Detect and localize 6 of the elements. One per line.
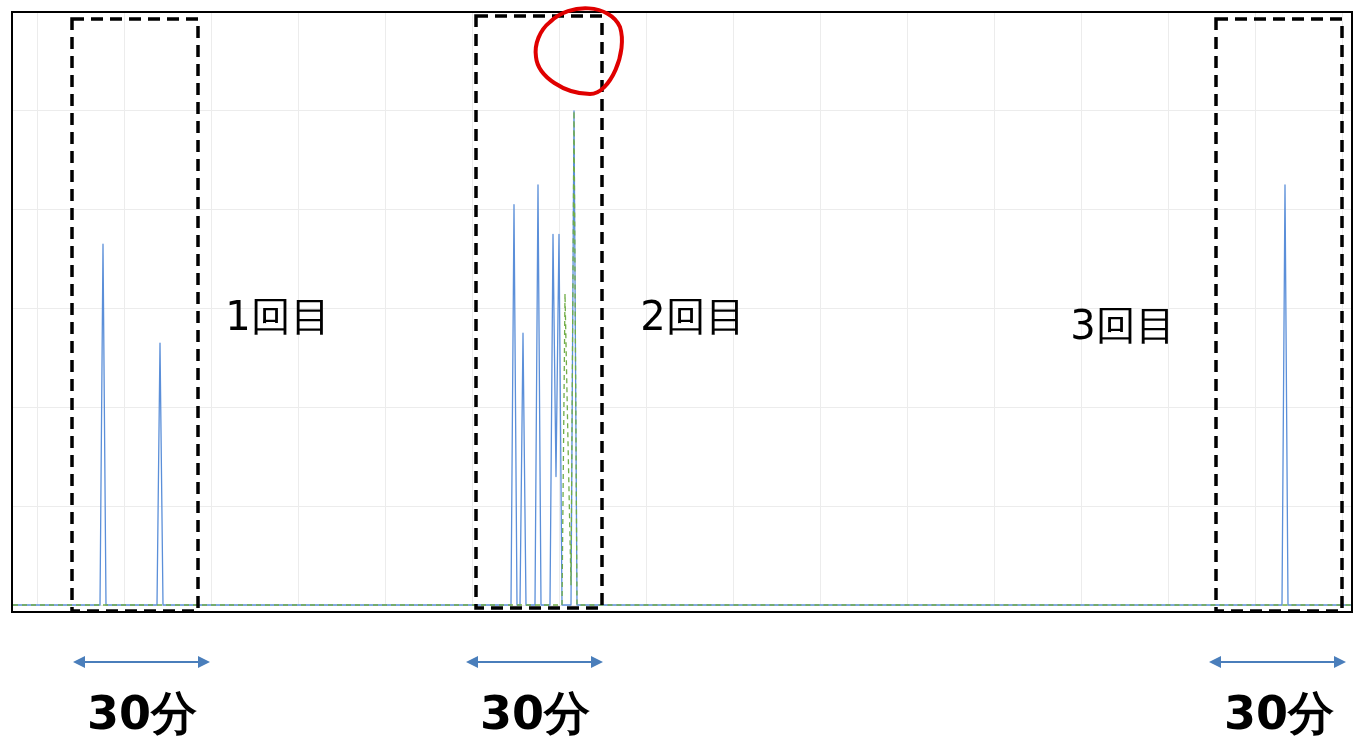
annotation: 1回目 xyxy=(225,293,331,339)
text: 30分 xyxy=(1223,686,1335,739)
text: 30分 xyxy=(479,686,591,739)
annotation: 3回目 xyxy=(1070,302,1176,348)
annotation: 2回目 xyxy=(640,293,746,339)
text: 30分 xyxy=(86,686,198,739)
